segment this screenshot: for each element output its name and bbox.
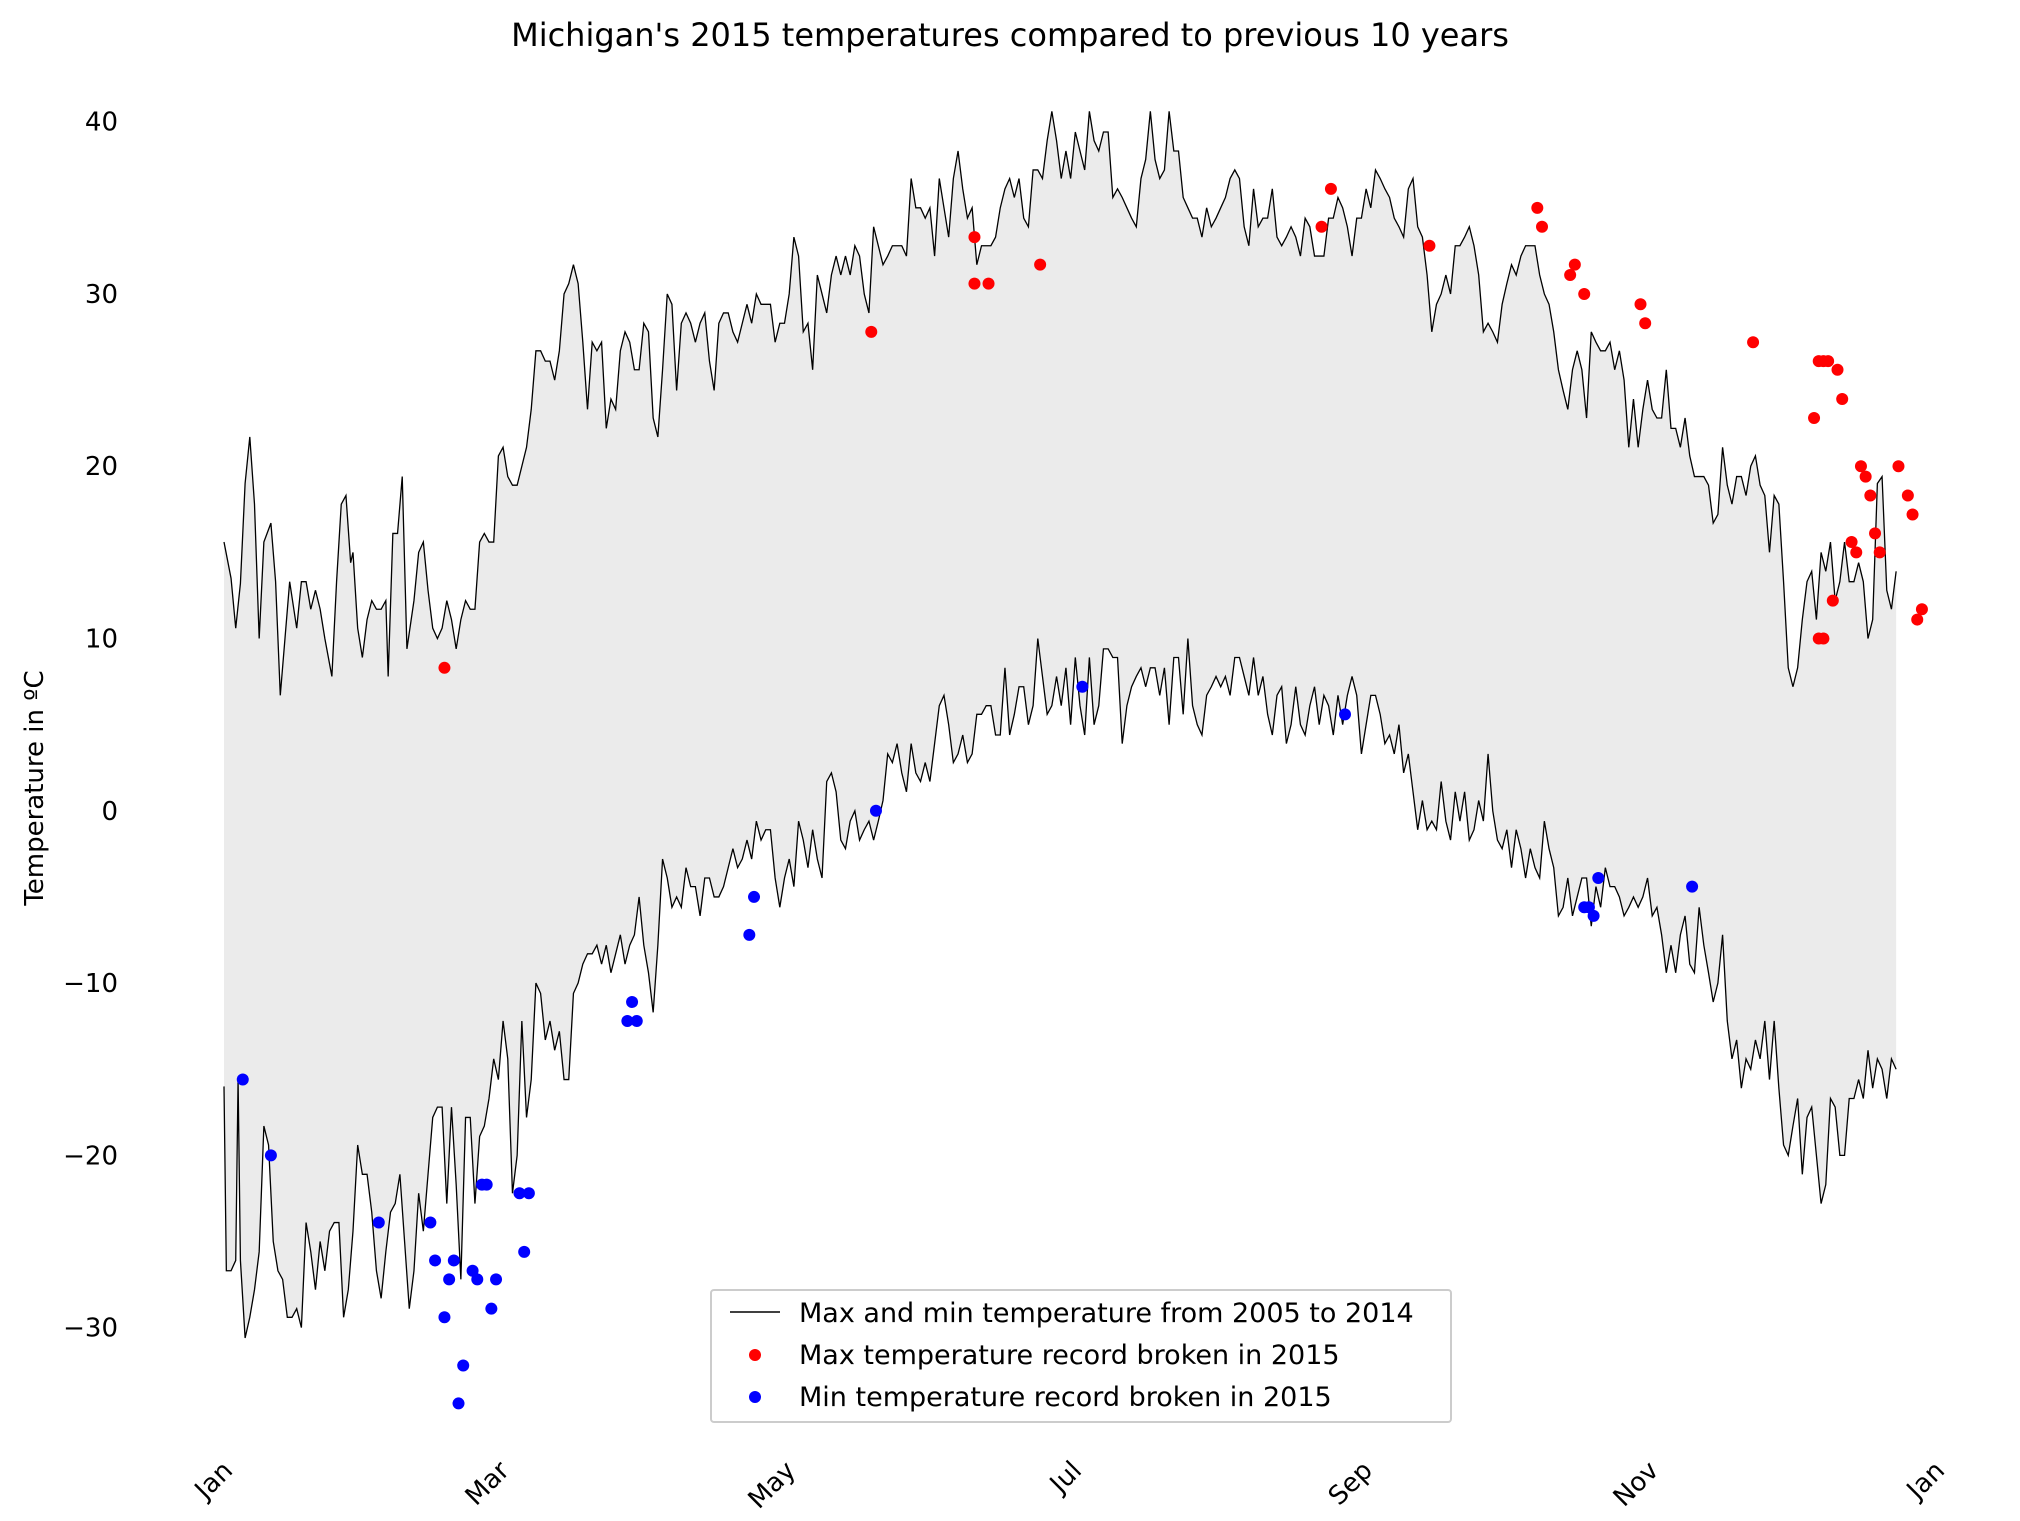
record-points xyxy=(236,182,1928,1410)
max-record-point xyxy=(1906,508,1919,521)
max-record-point xyxy=(982,277,995,290)
max-record-point xyxy=(1315,220,1328,233)
min-record-point xyxy=(471,1273,484,1286)
min-record-point xyxy=(1587,909,1600,922)
min-record-point xyxy=(372,1216,385,1229)
min-record-point xyxy=(621,1014,634,1027)
max-record-point xyxy=(865,325,878,338)
min-record-point xyxy=(264,1149,277,1162)
max-record-point xyxy=(1536,220,1549,233)
min-record-point xyxy=(513,1187,526,1200)
max-record-point xyxy=(1639,317,1652,330)
min-record-point xyxy=(447,1254,460,1267)
max-record-point xyxy=(1915,603,1928,616)
y-tick-label: −20 xyxy=(63,1141,118,1171)
max-record-point xyxy=(968,277,981,290)
x-tick-label: Jul xyxy=(1043,1456,1088,1501)
max-record-point xyxy=(1034,258,1047,271)
band-fill xyxy=(224,111,1897,1338)
max-record-point xyxy=(1808,412,1821,425)
y-tick-label: −30 xyxy=(63,1314,118,1344)
x-tick-label: Jan xyxy=(1900,1456,1951,1507)
max-record-point xyxy=(1911,613,1924,626)
max-record-point xyxy=(1531,201,1544,214)
min-record-point xyxy=(424,1216,437,1229)
min-record-point xyxy=(1686,880,1699,893)
max-record-point xyxy=(1859,470,1872,483)
max-record-point xyxy=(438,661,451,674)
x-axis-ticks: Jan Mar May Jul Sep Nov Jan xyxy=(188,1456,1951,1515)
max-record-point xyxy=(1869,527,1882,540)
min-record-point xyxy=(452,1397,465,1410)
max-record-point xyxy=(1864,489,1877,502)
max-record-point xyxy=(968,231,981,244)
max-record-point xyxy=(1845,536,1858,549)
y-axis-ticks: −30 −20 −10 0 10 20 30 40 xyxy=(63,108,118,1344)
x-tick-label: Sep xyxy=(1323,1456,1379,1512)
min-temperature-line xyxy=(223,638,1897,1339)
y-axis-label: Temperature in ºC xyxy=(20,670,50,906)
temperature-band xyxy=(224,111,1897,1338)
min-record-point xyxy=(236,1073,249,1086)
max-record-point xyxy=(1423,239,1436,252)
max-record-point xyxy=(1836,393,1849,406)
legend-label-max-record: Max temperature record broken in 2015 xyxy=(799,1340,1340,1371)
x-tick-label: May xyxy=(743,1456,802,1515)
legend-label-min-record: Min temperature record broken in 2015 xyxy=(799,1382,1332,1413)
min-record-point xyxy=(1592,871,1605,884)
min-record-point xyxy=(443,1273,456,1286)
max-record-point xyxy=(1901,489,1914,502)
min-record-point xyxy=(457,1359,470,1372)
chart-title: Michigan's 2015 temperatures compared to… xyxy=(511,16,1509,54)
legend-min-swatch xyxy=(749,1391,761,1403)
min-record-point xyxy=(626,996,639,1009)
max-record-point xyxy=(1873,546,1886,559)
max-record-point xyxy=(1634,298,1647,311)
max-record-point xyxy=(1826,594,1839,607)
max-record-point xyxy=(1747,336,1760,349)
min-record-point xyxy=(1076,680,1089,693)
x-tick-label: Mar xyxy=(460,1456,516,1512)
y-tick-label: 20 xyxy=(85,452,118,482)
min-record-point xyxy=(743,928,756,941)
min-record-point xyxy=(480,1178,493,1191)
min-record-point xyxy=(1339,708,1352,721)
temperature-lines xyxy=(223,111,1897,1339)
y-tick-label: −10 xyxy=(63,969,118,999)
max-record-point xyxy=(1817,632,1830,645)
y-tick-label: 0 xyxy=(101,797,118,827)
max-record-point xyxy=(1578,287,1591,300)
min-record-point xyxy=(429,1254,442,1267)
max-record-point xyxy=(1854,460,1867,473)
max-record-point xyxy=(1831,363,1844,376)
legend: Max and min temperature from 2005 to 201… xyxy=(710,1289,1452,1423)
max-temperature-line xyxy=(223,111,1897,696)
max-record-point xyxy=(1568,258,1581,271)
y-tick-label: 30 xyxy=(85,280,118,310)
min-record-point xyxy=(490,1273,503,1286)
min-record-point xyxy=(485,1302,498,1315)
min-record-point xyxy=(630,1014,643,1027)
legend-max-swatch xyxy=(749,1349,761,1361)
max-record-point xyxy=(1850,546,1863,559)
x-tick-label: Nov xyxy=(1608,1456,1665,1513)
y-tick-label: 40 xyxy=(85,108,118,138)
min-record-point xyxy=(748,890,761,903)
max-record-point xyxy=(1324,182,1337,195)
legend-label-range: Max and min temperature from 2005 to 201… xyxy=(799,1298,1414,1329)
min-record-point xyxy=(438,1311,451,1324)
max-record-point xyxy=(1564,269,1577,282)
max-record-point xyxy=(1892,460,1905,473)
legend-box xyxy=(710,1289,1452,1423)
min-record-point xyxy=(518,1245,531,1258)
max-record-point xyxy=(1817,355,1830,368)
min-record-point xyxy=(869,804,882,817)
x-tick-label: Jan xyxy=(188,1456,239,1507)
y-tick-label: 10 xyxy=(85,625,118,655)
min-record-point xyxy=(522,1187,535,1200)
